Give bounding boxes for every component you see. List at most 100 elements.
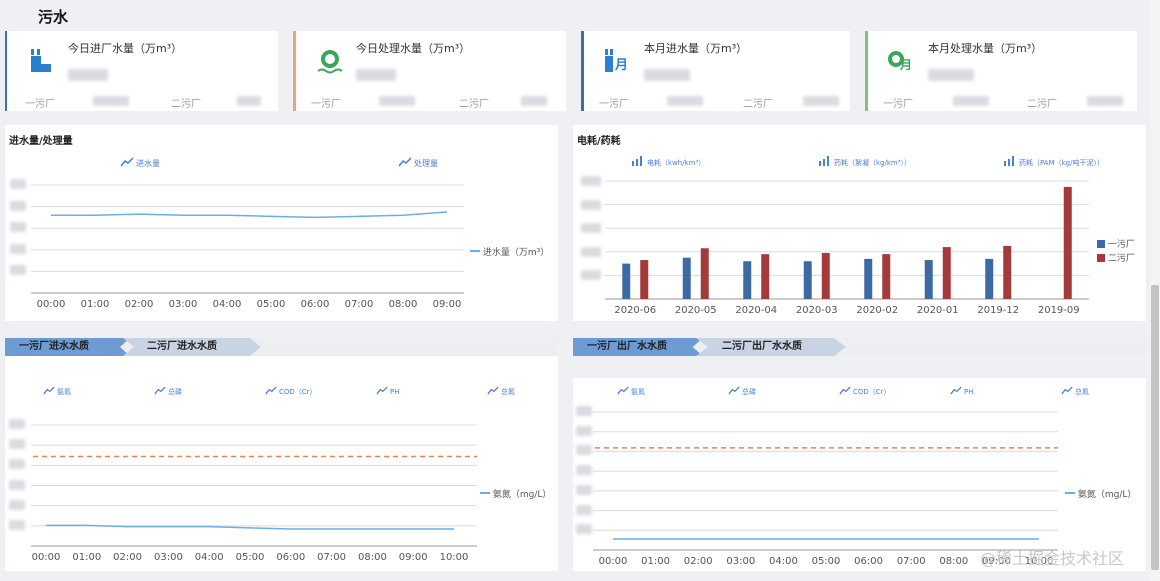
y-tick-placeholder: [576, 445, 592, 456]
x-tick-label: 2020-04: [735, 305, 777, 313]
x-tick-label: 2020-03: [796, 305, 838, 313]
x-tick-label: 07:00: [897, 556, 926, 567]
bar: [985, 258, 994, 299]
quality-legend-item[interactable]: 氨氮: [617, 386, 645, 397]
bar: [821, 252, 830, 299]
inflow-quality-chart: 00:00 01:00 02:00 03:00 04:00 05:00 06:00 07:00…: [31, 424, 477, 563]
x-tick-label: 09:00: [399, 552, 428, 563]
value-placeholder: [928, 69, 974, 81]
energy-chart: 2020-06 2020-05 2020-04 2020-03 2020-02 2020-…: [605, 180, 1089, 313]
legend-flocculant[interactable]: 药耗（絮凝（kg/km³））: [818, 156, 911, 168]
card-month-treated: 月 本月处理水量（万m³） 一污厂 二污厂: [865, 31, 1137, 111]
legend-treated[interactable]: 处理量: [398, 157, 438, 169]
y-tick-placeholder: [581, 176, 601, 186]
value-placeholder: [356, 69, 396, 81]
x-tick-label: 00:00: [599, 556, 628, 567]
tab-plant1-outflow-quality[interactable]: 一污厂出厂水水质: [573, 338, 703, 356]
tab-plant2-inflow-quality[interactable]: 二污厂进水水质: [123, 338, 261, 356]
y-tick-placeholder: [9, 439, 25, 450]
bar: [882, 254, 891, 299]
x-tick-label: 10:00: [440, 552, 469, 563]
panel-title: 电耗/药耗: [577, 136, 621, 147]
line-chart-icon: [43, 386, 55, 395]
x-tick-label: 2019-09: [1038, 305, 1080, 313]
scrollbar-thumb[interactable]: [1151, 285, 1159, 570]
legend-pam[interactable]: 药耗（PAM（kg/吨干泥））: [1003, 156, 1104, 168]
x-tick-label: 03:00: [154, 552, 183, 563]
card-sub-1: 一污厂: [599, 99, 629, 110]
line-chart-icon: [376, 386, 388, 395]
card-label: 今日处理水量（万m³）: [356, 42, 471, 55]
series-line: [51, 211, 448, 219]
x-tick-label: 02:00: [113, 552, 142, 563]
card-accent-bar: [293, 31, 296, 111]
value-placeholder: [953, 96, 989, 106]
bar: [700, 248, 709, 299]
side-legend: 氨氮（mg/L）: [1065, 487, 1136, 500]
line-chart-icon: [265, 386, 277, 395]
tab-plant2-outflow-quality[interactable]: 二污厂出厂水水质: [696, 338, 846, 356]
x-tick-label: 04:00: [213, 299, 242, 310]
line-chart-icon: [617, 386, 629, 395]
recycle-water-icon: [315, 47, 345, 77]
y-tick-placeholder: [10, 179, 26, 189]
bar-chart-icon: [819, 156, 829, 166]
x-tick-label: 2020-06: [614, 305, 656, 313]
y-tick-placeholder: [10, 265, 26, 276]
bar: [682, 257, 691, 299]
quality-legend-item[interactable]: 总氮: [487, 386, 515, 397]
card-label: 本月处理水量（万m³）: [928, 42, 1043, 55]
x-tick-label: 08:00: [939, 556, 968, 567]
line-chart-icon: [1061, 386, 1073, 395]
x-tick-label: 08:00: [358, 552, 387, 563]
svg-text:月: 月: [899, 58, 912, 72]
side-legend: 进水量（万m³）: [470, 245, 549, 258]
card-sub-1: 一污厂: [883, 99, 913, 110]
line-chart-icon: [839, 386, 851, 395]
y-tick-placeholder: [10, 243, 26, 254]
x-tick-label: 05:00: [236, 552, 265, 563]
x-tick-label: 02:00: [684, 556, 713, 567]
legend-line-swatch: [1065, 492, 1075, 494]
bar: [761, 254, 770, 299]
card-sub-2: 二污厂: [1027, 99, 1057, 110]
quality-legend-item[interactable]: COD（Cr）: [265, 386, 317, 397]
bar-legend-1[interactable]: 一污厂: [1097, 237, 1135, 250]
x-tick-label: 00:00: [37, 299, 66, 310]
card-today-inflow: 今日进厂水量（万m³） 一污厂 二污厂: [5, 31, 278, 111]
y-tick-placeholder: [9, 419, 25, 429]
scrollbar[interactable]: [1150, 0, 1160, 581]
card-label: 本月进水量（万m³）: [644, 42, 748, 55]
bar: [640, 260, 649, 299]
quality-legend-item[interactable]: PH: [376, 386, 400, 396]
line-chart-icon: [120, 157, 134, 167]
card-sub-1: 一污厂: [25, 99, 55, 110]
x-tick-label: 04:00: [769, 556, 798, 567]
outflow-quality-chart: 00:00 01:00 02:00 03:00 04:00 05:00 06:00 07:00…: [593, 411, 1058, 567]
value-placeholder: [379, 96, 415, 106]
x-tick-label: 06:00: [854, 556, 883, 567]
quality-legend-item[interactable]: 氨氮: [43, 386, 71, 397]
line-chart-icon: [950, 386, 962, 395]
x-tick-label: 03:00: [726, 556, 755, 567]
quality-legend-item[interactable]: 总磷: [728, 386, 756, 397]
x-tick-label: 03:00: [169, 299, 198, 310]
tab-plant1-inflow-quality[interactable]: 一污厂进水水质: [5, 338, 130, 356]
legend-inflow[interactable]: 进水量: [120, 157, 160, 169]
x-tick-label: 2020-01: [917, 305, 959, 313]
quality-legend-item[interactable]: COD（Cr）: [839, 386, 891, 397]
card-sub-2: 二污厂: [743, 99, 773, 110]
legend-electricity[interactable]: 电耗（kwh/km³）: [631, 156, 705, 168]
outflow-quality-tabs: 一污厂出厂水水质 二污厂出厂水水质: [573, 338, 1146, 356]
bar-chart-icon: [632, 156, 642, 166]
legend-line-swatch: [470, 250, 480, 252]
card-label: 今日进厂水量（万m³）: [68, 42, 183, 55]
quality-legend-item[interactable]: 总磷: [154, 386, 182, 397]
x-tick-label: 2019-12: [977, 305, 1019, 313]
bar-legend-2[interactable]: 二污厂: [1097, 251, 1135, 264]
recycle-water-month-icon: 月: [885, 47, 915, 77]
quality-legend-item[interactable]: 总氮: [1061, 386, 1089, 397]
x-tick-label: 01:00: [81, 299, 110, 310]
value-placeholder: [521, 96, 547, 106]
quality-legend-item[interactable]: PH: [950, 386, 974, 396]
